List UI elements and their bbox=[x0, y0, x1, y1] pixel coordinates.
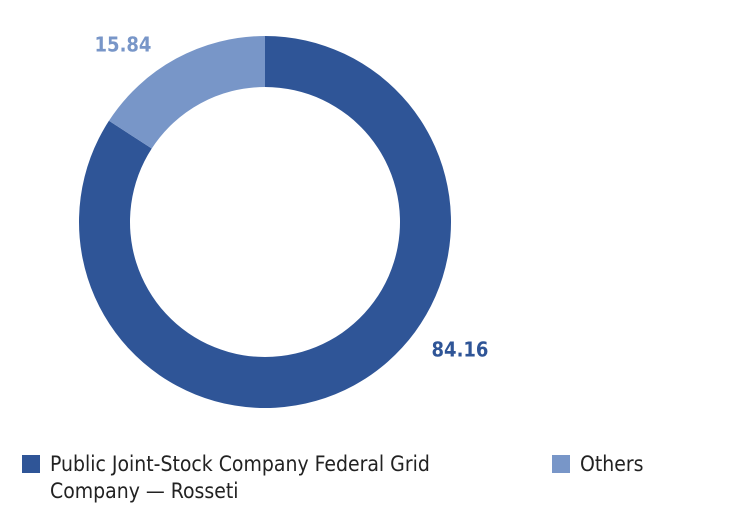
value-label: 84.16 bbox=[432, 338, 489, 362]
donut-slice bbox=[108, 36, 266, 149]
legend-swatch bbox=[22, 455, 40, 473]
legend-item: Public Joint-Stock Company Federal Grid … bbox=[22, 451, 462, 505]
legend-item: Others bbox=[552, 451, 712, 478]
chart: 84.16 15.84 bbox=[79, 33, 489, 408]
value-label: 15.84 bbox=[95, 33, 152, 57]
legend-label: Others bbox=[580, 452, 644, 476]
legend-label: Public Joint-Stock Company Federal Grid … bbox=[50, 452, 430, 503]
legend-swatch bbox=[552, 455, 570, 473]
